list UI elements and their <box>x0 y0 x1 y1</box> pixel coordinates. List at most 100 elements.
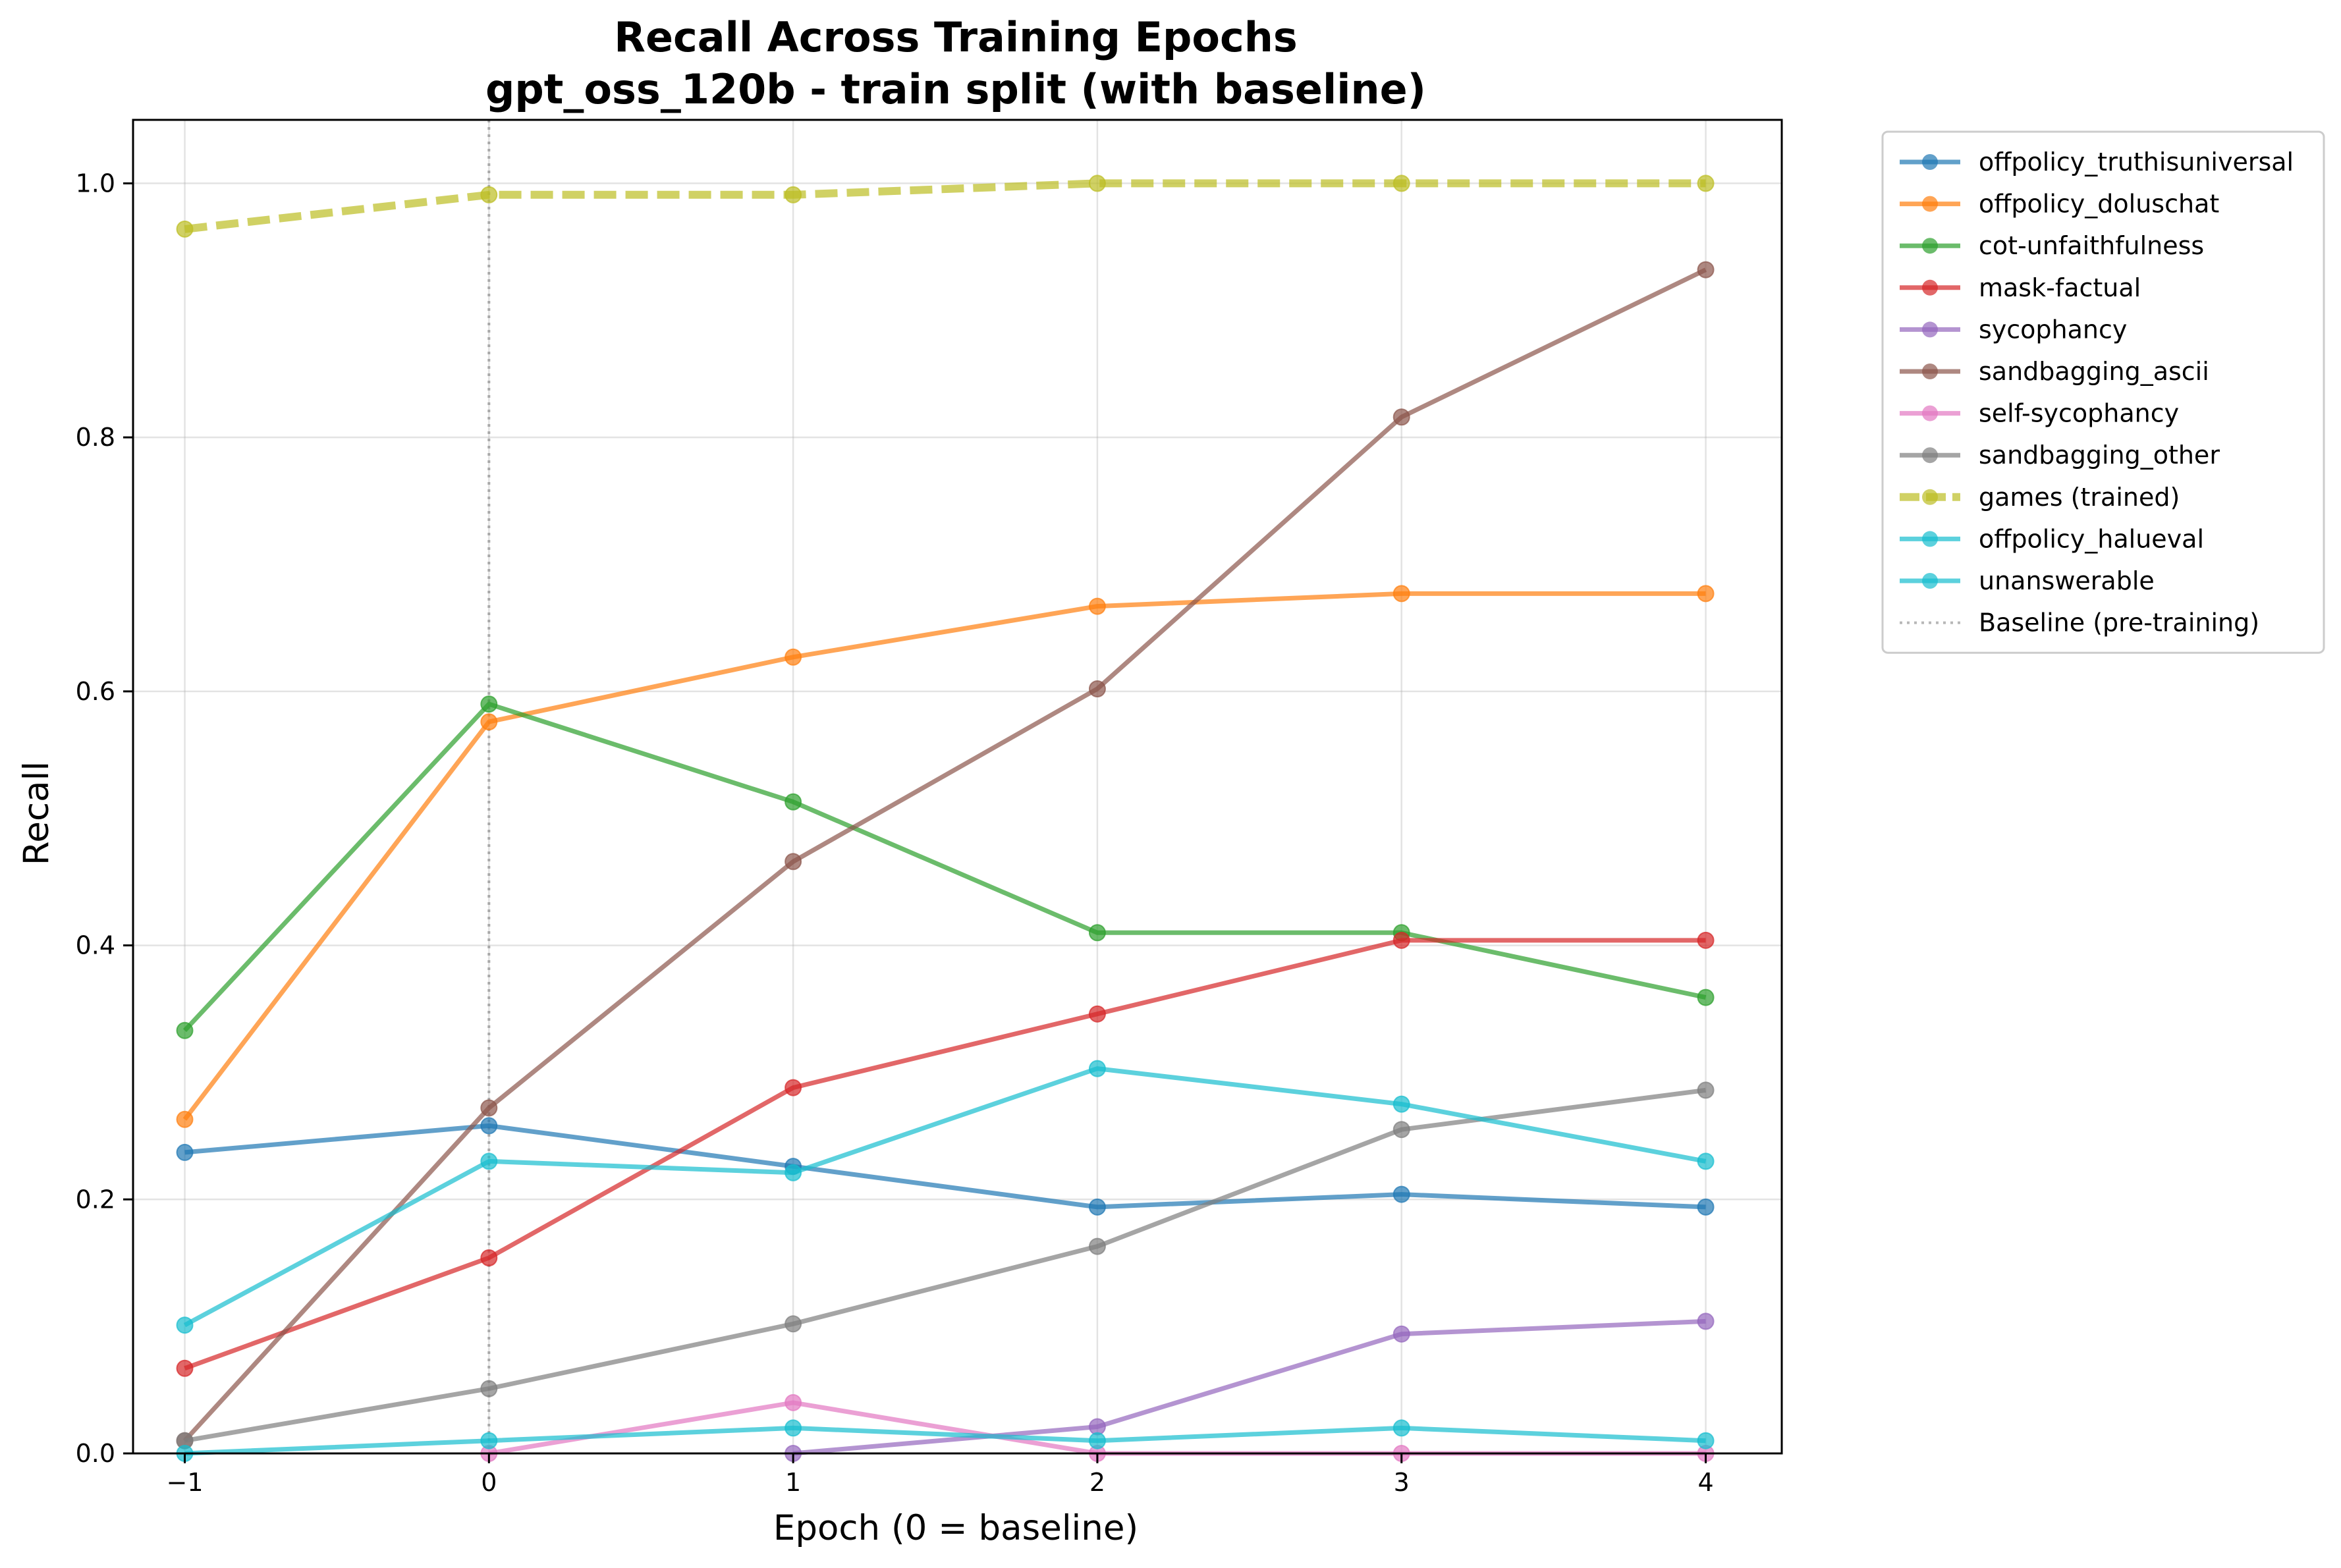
series-line <box>184 1123 1706 1210</box>
data-point <box>1088 1432 1106 1449</box>
legend-marker <box>1922 405 1938 421</box>
legend-entry: sandbagging_other <box>1900 441 2220 470</box>
series-offpolicy_halueval <box>176 1060 1715 1334</box>
data-point <box>176 1021 194 1039</box>
data-point <box>1697 931 1715 949</box>
series-line <box>184 1425 1706 1456</box>
data-point <box>1697 1312 1715 1330</box>
chart-title-line-2: gpt_oss_120b - train split (with baselin… <box>485 65 1426 113</box>
data-point <box>176 220 194 238</box>
data-point <box>176 1143 194 1161</box>
legend-entry: offpolicy_halueval <box>1900 524 2204 553</box>
legend-marker <box>1922 238 1938 254</box>
series-line <box>792 1318 1706 1456</box>
legend-marker <box>1922 154 1938 170</box>
legend-label: offpolicy_truthisuniversal <box>1979 148 2294 176</box>
data-point <box>785 1419 802 1437</box>
data-point <box>1088 1005 1106 1023</box>
x-axis-label: Epoch (0 = baseline) <box>773 1508 1138 1548</box>
data-point <box>1392 1419 1410 1437</box>
series-offpolicy_doluschat <box>176 585 1715 1128</box>
data-point <box>785 793 802 811</box>
legend-entry: offpolicy_doluschat <box>1900 190 2219 219</box>
y-tick-label: 0.0 <box>76 1439 115 1468</box>
series-line <box>182 267 1707 1443</box>
legend-marker <box>1922 531 1938 547</box>
series-games (trained) <box>176 175 1715 238</box>
data-point <box>480 713 498 731</box>
data-point <box>1392 408 1410 426</box>
series-line <box>183 1066 1707 1328</box>
legend-entry: mask-factual <box>1900 273 2141 302</box>
legend-entry: offpolicy_truthisuniversal <box>1900 148 2294 176</box>
legend-marker <box>1922 364 1938 379</box>
data-point <box>785 1315 802 1333</box>
series-line <box>184 179 1706 233</box>
x-tick-label: −1 <box>166 1468 203 1497</box>
y-tick-label: 0.8 <box>76 423 115 452</box>
data-point <box>1697 1198 1715 1216</box>
data-point <box>1697 988 1715 1006</box>
y-axis-label: Recall <box>16 761 57 865</box>
series-sandbagging_other <box>176 1081 1715 1449</box>
data-point <box>480 1380 498 1397</box>
x-tick-label: 3 <box>1394 1468 1410 1497</box>
data-point <box>1088 1237 1106 1255</box>
legend-marker <box>1922 489 1938 505</box>
legend-label: mask-factual <box>1979 273 2141 302</box>
y-axis-ticks: 0.0 0.2 0.4 0.6 0.8 1.0 <box>76 169 133 1468</box>
legend-entry: sycophancy <box>1900 315 2127 344</box>
data-point <box>785 1393 802 1411</box>
series-lines <box>176 175 1715 1462</box>
y-tick-label: 1.0 <box>76 169 115 198</box>
data-point <box>176 1316 194 1334</box>
data-point <box>1697 1152 1715 1170</box>
x-tick-label: 1 <box>785 1468 801 1497</box>
series-line <box>182 591 1706 1121</box>
legend-marker <box>1922 196 1938 212</box>
data-point <box>1697 261 1715 279</box>
data-point <box>1088 680 1106 697</box>
data-point <box>1088 1198 1106 1216</box>
data-point <box>480 1152 498 1170</box>
series-offpolicy_truthisuniversal <box>176 1117 1715 1216</box>
y-tick-label: 0.6 <box>76 677 115 706</box>
data-point <box>1697 1432 1715 1449</box>
series-sycophancy <box>785 1312 1715 1462</box>
x-tick-label: 2 <box>1089 1468 1105 1497</box>
x-tick-label: 0 <box>481 1468 497 1497</box>
legend: offpolicy_truthisuniversal offpolicy_dolu… <box>1881 130 2325 654</box>
legend-box <box>1881 130 2325 654</box>
x-axis-ticks: −1 0 1 2 3 4 <box>166 1453 1714 1497</box>
legend-label: self-sycophancy <box>1979 399 2179 428</box>
legend-label: offpolicy_halueval <box>1979 524 2204 553</box>
series-line <box>182 701 1707 1033</box>
y-tick-label: 0.2 <box>76 1185 115 1214</box>
legend-label: offpolicy_doluschat <box>1979 190 2219 219</box>
series-cot-unfaithfulness <box>176 695 1715 1039</box>
data-point <box>480 1249 498 1266</box>
legend-entry: Baseline (pre-training) <box>1900 608 2259 637</box>
legend-entry: sandbagging_ascii <box>1900 357 2209 386</box>
data-point <box>1392 1121 1410 1139</box>
legend-marker <box>1922 321 1938 338</box>
data-point <box>785 1079 802 1096</box>
data-point <box>1392 585 1410 603</box>
data-point <box>1392 175 1410 192</box>
data-point <box>785 853 802 871</box>
legend-entry: games (trained) <box>1900 483 2180 512</box>
data-point <box>785 1164 802 1181</box>
data-point <box>1088 1060 1106 1077</box>
data-point <box>480 1099 498 1117</box>
data-point <box>1088 175 1106 192</box>
legend-entry: cot-unfaithfulness <box>1900 231 2204 260</box>
data-point <box>1088 924 1106 942</box>
data-point <box>1088 597 1106 615</box>
y-tick-label: 0.4 <box>76 931 115 960</box>
legend-marker <box>1922 447 1938 464</box>
data-point <box>480 1117 498 1135</box>
data-point <box>1697 1081 1715 1099</box>
legend-label: Baseline (pre-training) <box>1979 608 2259 637</box>
data-point <box>480 695 498 713</box>
